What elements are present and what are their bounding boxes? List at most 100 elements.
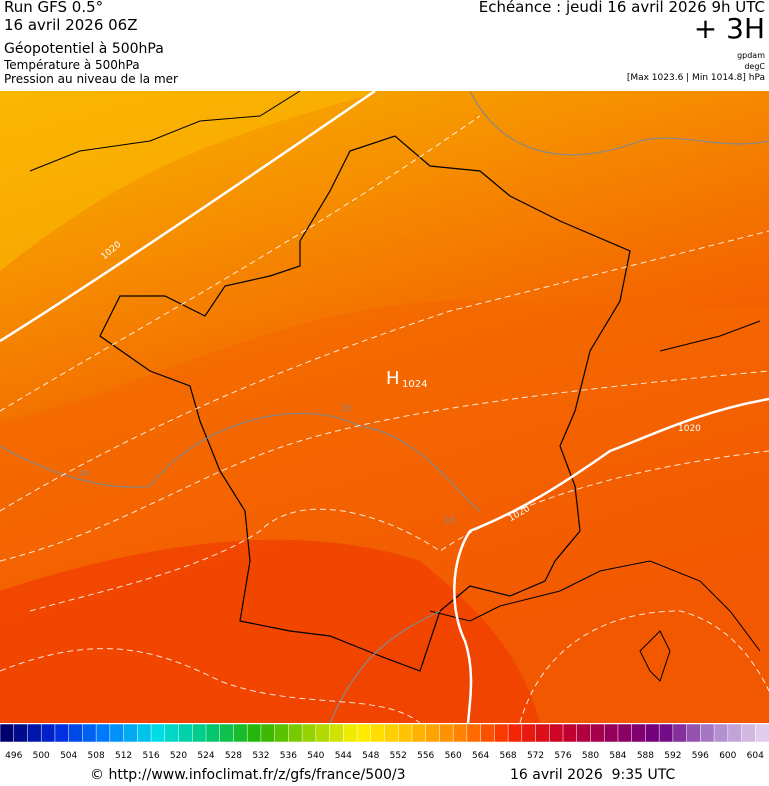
map (0, 91, 769, 723)
scale-label: 556 (417, 751, 434, 761)
color-cell (329, 724, 345, 743)
run-date: 16 avril 2026 06Z (4, 16, 138, 34)
color-cell (123, 724, 139, 743)
color-cell (411, 724, 427, 743)
color-cell (315, 724, 331, 743)
isotherm-label: 16 (340, 404, 352, 414)
color-cell (233, 724, 248, 743)
color-scale: 496 500 504 508 512 516 520 524 528 532 536 540 544 5… (0, 724, 769, 761)
forecast-offset: + 3H (693, 12, 765, 45)
scale-label: 552 (390, 751, 407, 761)
color-cell (700, 724, 715, 743)
forecast-time: Echéance : jeudi 16 avril 2026 9h UTC (478, 0, 765, 16)
scale-label: 560 (445, 751, 462, 761)
color-cell (82, 724, 97, 743)
timestamp: 16 avril 2026 9:35 UTC (510, 767, 676, 783)
color-cell (40, 724, 56, 743)
scale-label: 496 (5, 751, 22, 761)
source-link: © http://www.infoclimat.fr/z/gfs/france/… (90, 767, 406, 783)
scale-label: 580 (582, 751, 599, 761)
color-cell (137, 724, 152, 743)
isotherm-label: 16 (444, 516, 456, 526)
color-cell (397, 724, 413, 743)
color-cell (370, 724, 386, 743)
color-cell (755, 724, 769, 743)
color-cell (741, 724, 757, 743)
color-cell (356, 724, 372, 743)
color-cell (384, 724, 399, 743)
color-cell (192, 724, 207, 743)
scale-label: 524 (197, 751, 214, 761)
color-cell (301, 724, 317, 743)
high-marker: H (386, 368, 400, 389)
color-cell (713, 724, 729, 743)
color-cell (150, 724, 166, 743)
color-cell (727, 724, 743, 743)
color-cell (480, 724, 496, 743)
scale-label: 500 (33, 751, 50, 761)
color-cell (686, 724, 702, 743)
scale-label: 516 (142, 751, 159, 761)
scale-label: 576 (554, 751, 571, 761)
color-cell (0, 724, 15, 743)
unit-label: degC (744, 62, 765, 71)
scale-label: 600 (719, 751, 736, 761)
color-cell (109, 724, 125, 743)
color-cell (631, 724, 647, 743)
color-cell (603, 724, 619, 743)
scale-label: 528 (225, 751, 242, 761)
scale-label: 508 (88, 751, 105, 761)
color-cell (205, 724, 221, 743)
color-cell (54, 724, 70, 743)
pressure-range: [Max 1023.6 | Min 1014.8] hPa (626, 73, 765, 83)
scale-label: 520 (170, 751, 187, 761)
color-cell (590, 724, 605, 743)
color-cell (68, 724, 84, 743)
scale-label: 596 (692, 751, 709, 761)
scale-label: 588 (637, 751, 654, 761)
color-cell (274, 724, 290, 743)
color-cell (658, 724, 674, 743)
color-cell (219, 724, 235, 743)
scale-label: 532 (252, 751, 269, 761)
scale-label: 584 (609, 751, 626, 761)
color-cell (178, 724, 193, 743)
field-label: Pression au niveau de la mer (4, 72, 178, 86)
coastline (99, 135, 631, 672)
isotherm-label: 16 (78, 469, 90, 479)
color-cell (425, 724, 441, 743)
color-cell (288, 724, 303, 743)
color-cell (535, 724, 551, 743)
color-cell (246, 724, 262, 743)
field-label: Température à 500hPa (4, 58, 140, 72)
high-value: 1024 (402, 379, 428, 390)
scale-label: 544 (335, 751, 352, 761)
field-area (0, 539, 540, 723)
color-cell (507, 724, 523, 743)
scale-label: 564 (472, 751, 489, 761)
color-cell (672, 724, 688, 743)
color-cell (521, 724, 537, 743)
unit-label: gpdam (737, 51, 765, 60)
scale-label: 536 (280, 751, 297, 761)
color-cell (576, 724, 592, 743)
scale-label: 548 (362, 751, 379, 761)
coastline (29, 91, 761, 682)
scale-label: 504 (60, 751, 77, 761)
scale-label: 592 (664, 751, 681, 761)
scale-label: 572 (527, 751, 544, 761)
color-cell (13, 724, 29, 743)
color-cell (645, 724, 660, 743)
color-cell (27, 724, 42, 743)
color-cell (260, 724, 276, 743)
run-title: Run GFS 0.5° (4, 0, 104, 16)
color-cell (164, 724, 180, 743)
color-cell (95, 724, 111, 743)
field-label: Géopotentiel à 500hPa (4, 41, 164, 57)
color-cell (452, 724, 468, 743)
isotherm (0, 412, 481, 512)
color-cell (439, 724, 454, 743)
scale-label: 568 (499, 751, 516, 761)
scale-label: 540 (307, 751, 324, 761)
